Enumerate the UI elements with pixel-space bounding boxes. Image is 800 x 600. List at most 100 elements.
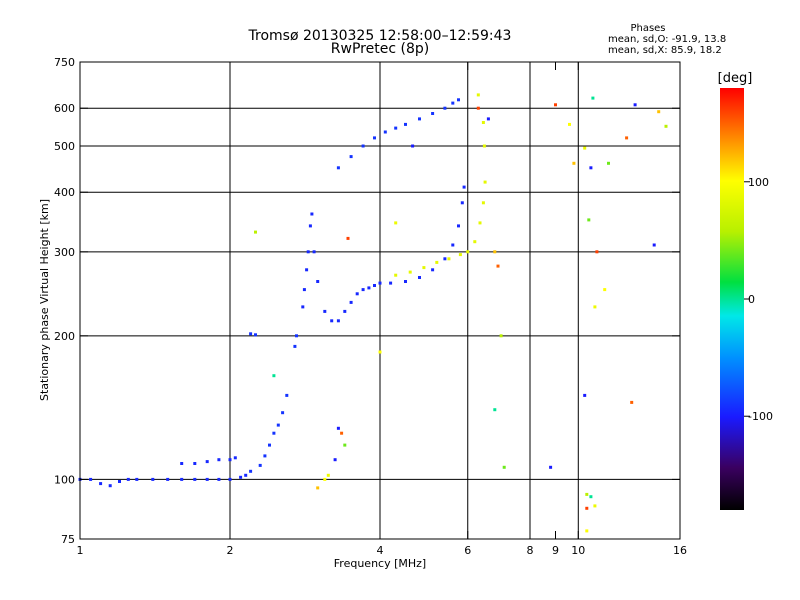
echo-point — [411, 144, 415, 148]
y-tick-label: 400 — [54, 186, 75, 199]
echo-point — [633, 103, 637, 107]
echo-point — [603, 288, 607, 292]
echo-point — [268, 443, 271, 447]
echo-point — [239, 475, 243, 479]
echo-point — [457, 224, 460, 228]
echo-point — [593, 504, 597, 508]
echo-point — [422, 266, 426, 270]
echo-point — [435, 260, 439, 264]
echo-point — [443, 257, 447, 261]
echo-point — [383, 130, 387, 134]
echo-point — [316, 280, 320, 283]
x-tick-label: 9 — [552, 544, 559, 557]
echo-point — [361, 288, 365, 292]
echo-point — [281, 411, 285, 415]
echo-point — [589, 166, 593, 170]
echo-point — [355, 292, 359, 296]
echo-point — [272, 374, 276, 378]
echo-point — [462, 185, 466, 189]
echo-point — [593, 305, 597, 309]
echo-point — [126, 477, 130, 481]
echo-point — [205, 460, 209, 464]
x-tick-label: 16 — [673, 544, 687, 557]
echo-point — [568, 122, 571, 126]
echo-point — [217, 477, 221, 481]
echo-point — [249, 469, 253, 473]
x-tick-label: 2 — [227, 544, 234, 557]
y-tick-label: 300 — [54, 246, 75, 259]
echo-point — [333, 458, 337, 462]
phase-info-x-mode: mean, sd,X: 85.9, 18.2 — [608, 45, 722, 56]
echo-point — [254, 333, 257, 337]
echo-point — [343, 309, 347, 313]
echo-point — [657, 110, 661, 114]
echo-point — [378, 281, 382, 285]
axis-ticks: 1 2 4 6 8 9 10 16 75 100 200 300 400 500 600 750 — [54, 56, 687, 557]
echo-point — [457, 98, 460, 102]
echo-point — [458, 253, 462, 257]
x-tick-label: 6 — [464, 544, 471, 557]
echo-point — [478, 221, 482, 225]
echo-point — [249, 332, 253, 336]
echo-point — [166, 477, 170, 481]
echo-point — [233, 456, 237, 460]
y-tick-label: 75 — [61, 533, 75, 546]
echo-point — [285, 393, 289, 397]
phase-info-heading: Phases — [630, 23, 665, 34]
echo-point — [460, 201, 464, 205]
echo-point — [483, 180, 487, 184]
echo-point — [373, 136, 376, 140]
y-tick-label: 750 — [54, 56, 75, 69]
echo-point — [295, 334, 298, 338]
echo-point — [343, 443, 347, 447]
echo-point — [193, 477, 197, 481]
echo-point — [301, 305, 305, 309]
echo-point — [326, 473, 330, 477]
echo-point — [336, 166, 340, 170]
echo-point — [336, 426, 340, 430]
echo-point — [180, 477, 184, 481]
echo-point — [308, 224, 312, 228]
echo-point — [228, 477, 232, 481]
echo-point — [493, 250, 497, 254]
echo-point — [585, 492, 589, 496]
echo-point — [263, 454, 267, 458]
echo-point — [89, 477, 93, 481]
echo-point — [99, 482, 103, 486]
echo-point — [572, 161, 576, 165]
y-tick-label: 100 — [54, 473, 75, 486]
y-axis-label: Stationary phase Virtual Height [km] — [38, 199, 51, 401]
echo-point — [502, 465, 506, 469]
grid-lines — [80, 62, 680, 539]
echo-point — [595, 250, 599, 254]
echo-point — [481, 201, 485, 205]
echo-point — [466, 250, 470, 254]
echo-point — [404, 122, 407, 126]
echo-point — [664, 124, 668, 128]
echo-point — [493, 408, 497, 412]
echo-point — [630, 400, 634, 404]
y-tick-label: 600 — [54, 102, 75, 115]
echo-point — [330, 319, 334, 323]
echo-point — [451, 243, 455, 247]
echo-point — [228, 458, 232, 462]
chart-subtitle: RwPretec (8p) — [331, 41, 429, 57]
echo-point — [418, 276, 421, 279]
echo-point — [583, 146, 587, 150]
colorbar-tick-label: 100 — [748, 176, 769, 189]
echo-point — [306, 250, 310, 254]
x-tick-label: 4 — [377, 544, 384, 557]
echo-point — [205, 477, 209, 481]
echo-point — [361, 144, 365, 148]
echo-point — [302, 288, 306, 292]
echo-point — [312, 250, 316, 254]
phase-colorbar — [720, 88, 744, 510]
echo-point — [258, 463, 262, 467]
echo-point — [607, 161, 610, 165]
y-tick-label: 500 — [54, 140, 75, 153]
echo-point — [336, 319, 340, 323]
echo-point — [476, 93, 480, 97]
echo-point — [193, 462, 197, 465]
echo-point — [408, 270, 412, 274]
